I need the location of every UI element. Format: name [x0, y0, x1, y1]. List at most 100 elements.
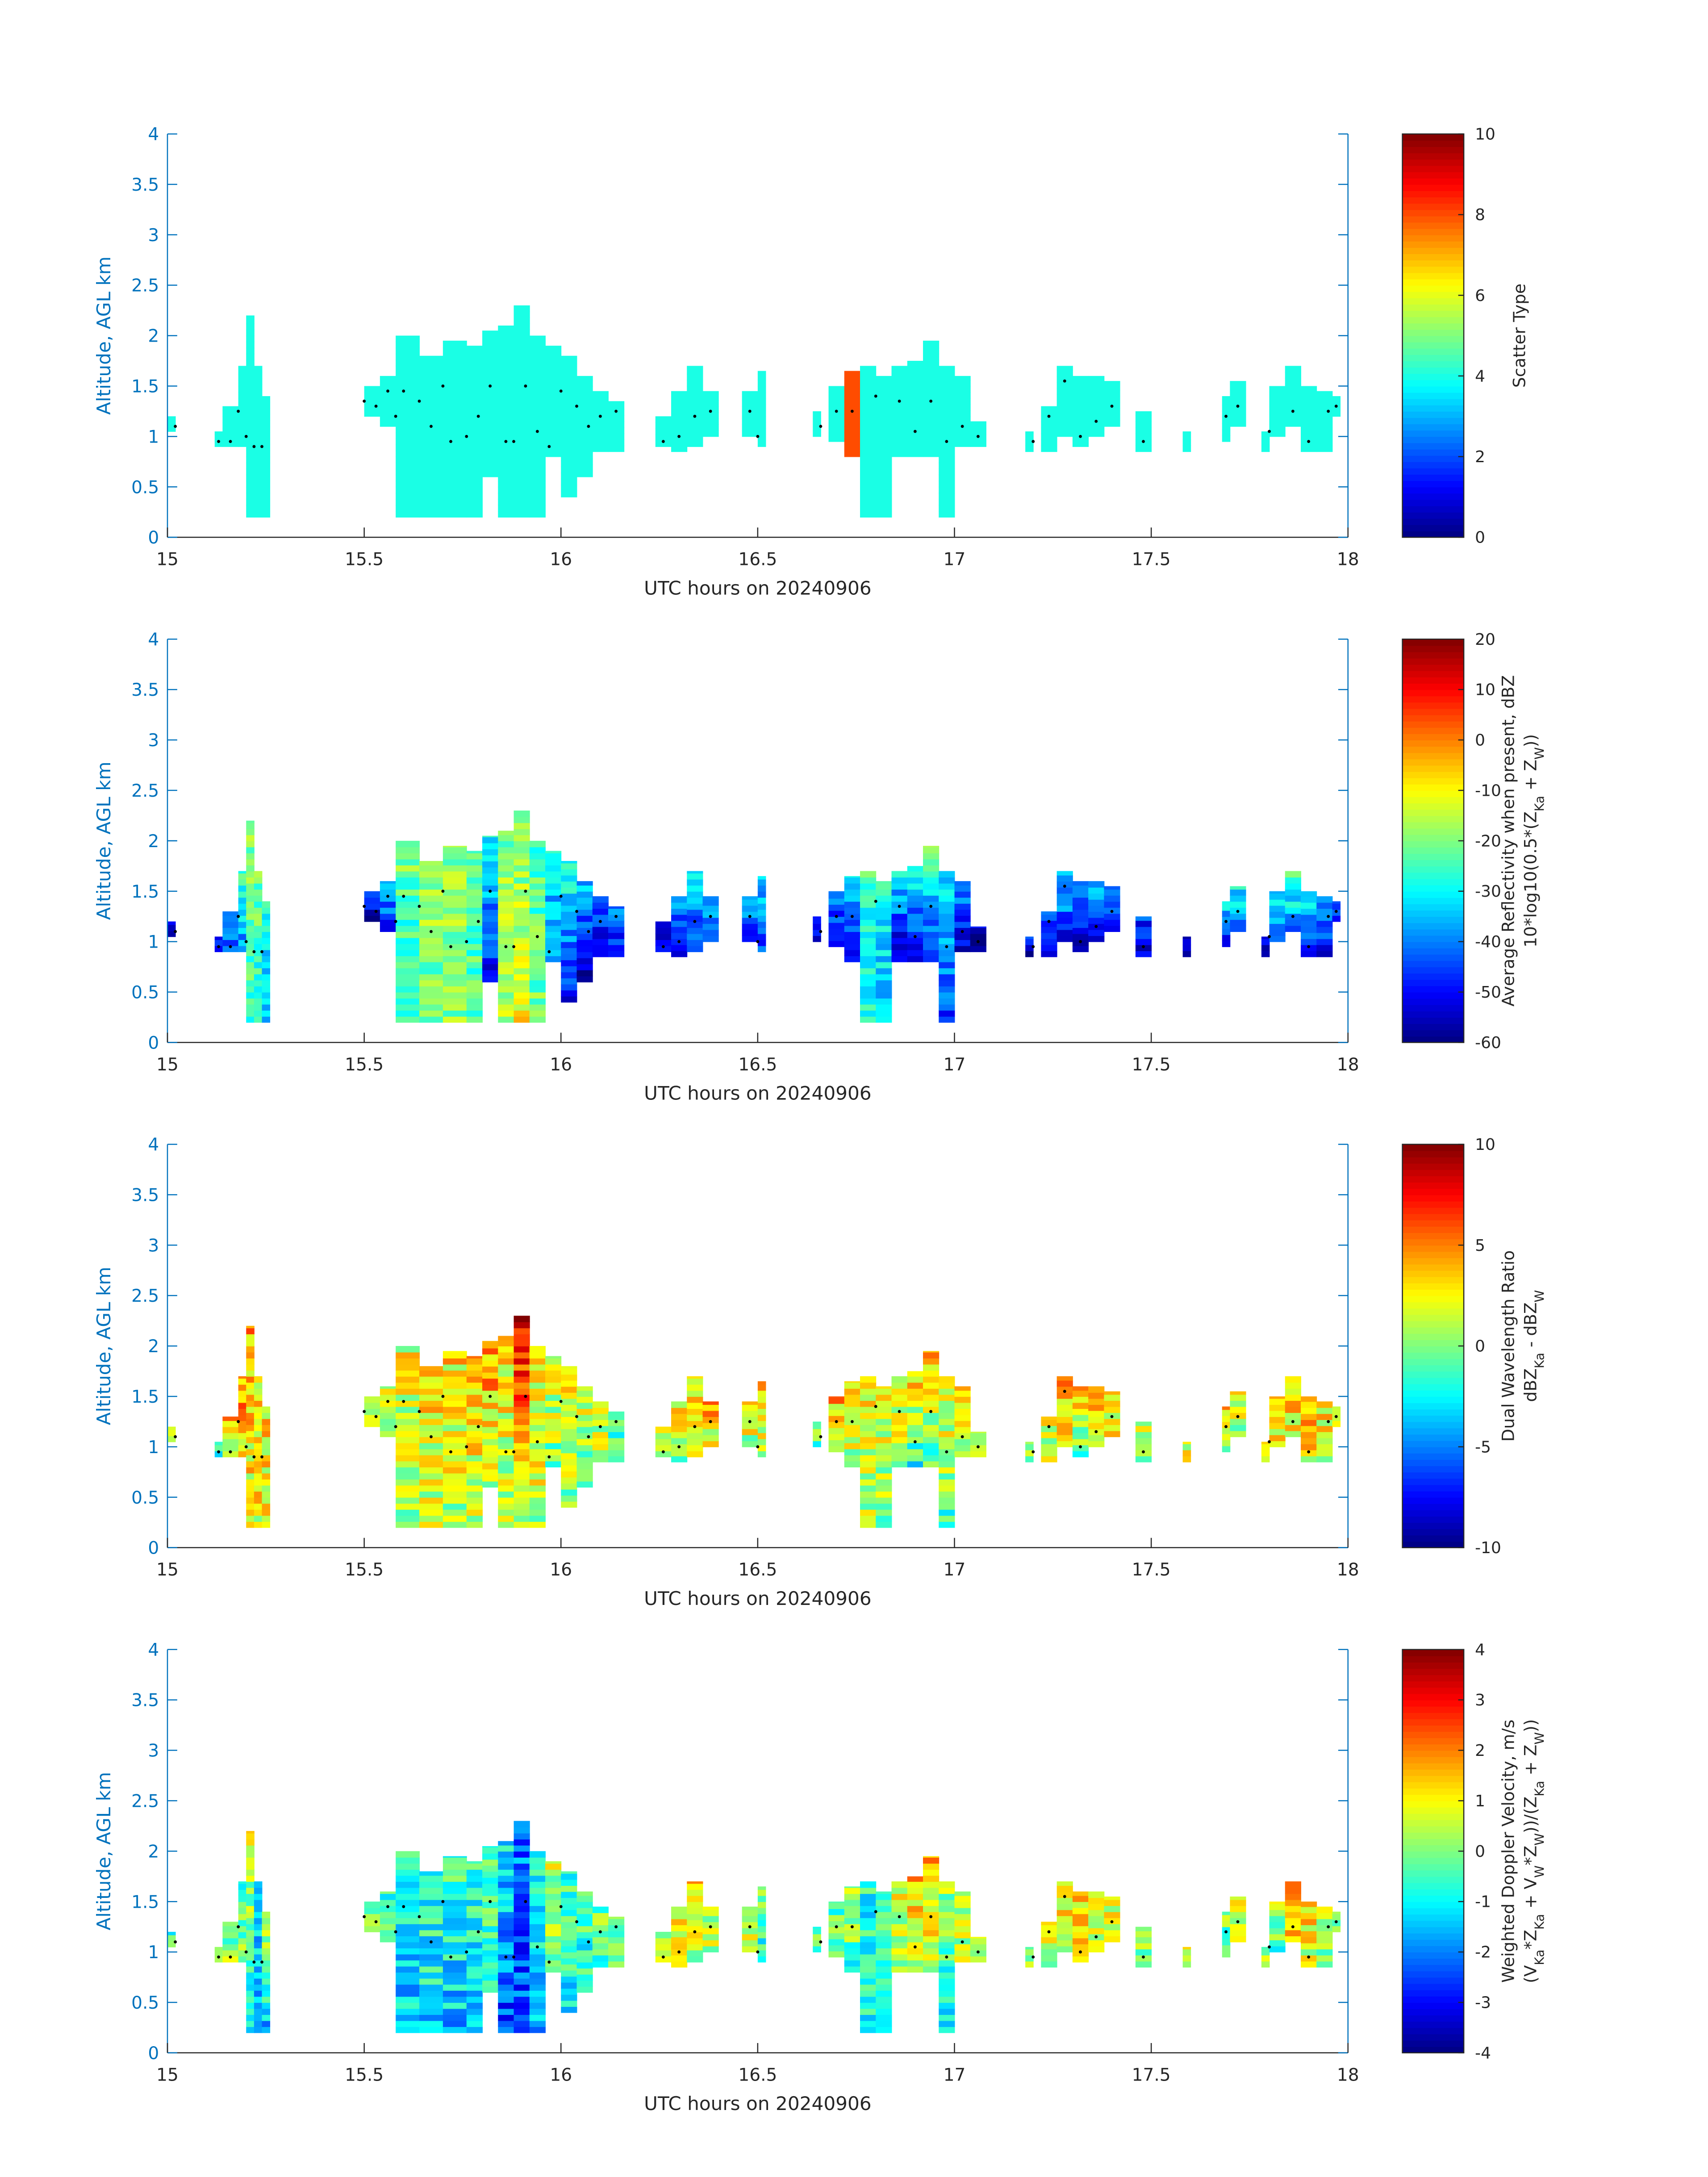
heatmap-cell: [529, 450, 546, 457]
heatmap-cell: [876, 1893, 892, 1900]
heatmap-cell: [757, 1901, 766, 1908]
heatmap-cell: [891, 366, 908, 372]
cloud-base-point: [1291, 409, 1295, 413]
heatmap-cell: [246, 1923, 255, 1930]
heatmap-cell: [498, 907, 514, 914]
heatmap-cell: [561, 1940, 577, 1947]
heatmap-cell: [876, 384, 892, 391]
heatmap-cell: [498, 919, 514, 926]
heatmap-cell: [939, 1923, 955, 1930]
heatmap-cell: [923, 852, 940, 860]
heatmap-cell: [742, 1927, 758, 1935]
heatmap-cell: [545, 359, 562, 367]
cloud-base-point: [1307, 945, 1311, 949]
heatmap-cell: [923, 871, 940, 878]
colorbar-label-line: dBZKa - dBZW: [1521, 1290, 1547, 1402]
heatmap-cell: [545, 851, 562, 853]
heatmap-cell: [1261, 431, 1270, 434]
heatmap-cell: [561, 355, 577, 359]
heatmap-cell: [545, 1869, 562, 1876]
cloud-base-point: [174, 1940, 177, 1943]
heatmap-cell: [1301, 950, 1317, 957]
heatmap-cell: [238, 1926, 247, 1932]
heatmap-cell: [498, 1010, 514, 1017]
heatmap-cell: [466, 414, 483, 421]
heatmap-cell: [939, 475, 955, 481]
heatmap-cell: [1104, 1406, 1120, 1413]
heatmap-cell: [1222, 910, 1231, 917]
heatmap-cell: [482, 921, 499, 928]
heatmap-cell: [576, 410, 593, 417]
heatmap-cell: [1269, 1441, 1286, 1447]
colorbar-swatch: [1402, 1744, 1464, 1751]
heatmap-cell: [396, 1893, 420, 1900]
heatmap-cell: [939, 1388, 955, 1395]
heatmap-cell: [1072, 945, 1089, 953]
heatmap-cell: [238, 940, 247, 946]
heatmap-cell: [742, 923, 758, 930]
y-tick-label: 1.5: [131, 882, 159, 902]
heatmap-cell: [364, 1907, 380, 1914]
heatmap-cell: [396, 1978, 420, 1985]
heatmap-cell: [757, 1402, 766, 1409]
heatmap-cell: [687, 410, 703, 417]
heatmap-cell: [514, 1328, 530, 1334]
heatmap-cell: [396, 468, 420, 476]
heatmap-cell: [687, 879, 703, 886]
heatmap-cell: [514, 2014, 530, 2021]
cloud-base-point: [430, 1940, 433, 1943]
heatmap-cell: [891, 1430, 908, 1437]
heatmap-cell: [529, 475, 546, 481]
heatmap-cell: [545, 925, 562, 932]
heatmap-cell: [939, 372, 955, 379]
colorbar-swatch: [1402, 468, 1464, 475]
heatmap-cell: [844, 372, 860, 379]
heatmap-cell: [1135, 1943, 1152, 1950]
heatmap-cell: [545, 347, 562, 355]
colorbar-swatch: [1402, 866, 1464, 873]
heatmap-cell: [655, 945, 672, 953]
heatmap-cell: [262, 1010, 271, 1017]
colorbar-swatch: [1402, 1030, 1464, 1037]
cloud-base-point: [418, 399, 421, 403]
colorbar-swatch: [1402, 1472, 1464, 1479]
heatmap-cell: [529, 1430, 546, 1437]
heatmap-cell: [246, 1388, 255, 1395]
colorbar-label-line: Scatter Type: [1510, 284, 1529, 388]
heatmap-cell: [380, 881, 397, 884]
heatmap-cell: [687, 891, 703, 898]
heatmap-cell: [214, 440, 223, 447]
heatmap-cell: [443, 505, 467, 512]
heatmap-cell: [498, 426, 514, 433]
heatmap-cell: [545, 432, 562, 439]
colorbar-tick-label: -50: [1475, 983, 1501, 1002]
heatmap-cell: [396, 347, 420, 355]
heatmap-cell: [514, 1833, 530, 1840]
heatmap-cell: [443, 1376, 467, 1383]
heatmap-cell: [1230, 1899, 1246, 1906]
heatmap-cell: [545, 1406, 562, 1413]
heatmap-cell: [396, 1425, 420, 1431]
heatmap-cell: [876, 426, 892, 433]
heatmap-cell: [561, 1952, 577, 1959]
heatmap-cell: [514, 396, 530, 403]
heatmap-cell: [529, 1923, 546, 1930]
heatmap-cell: [860, 961, 877, 969]
heatmap-cell: [1041, 427, 1057, 434]
heatmap-cell: [939, 2027, 955, 2033]
heatmap-cell: [443, 1911, 467, 1918]
heatmap-cell: [1301, 409, 1317, 416]
heatmap-cell: [1316, 445, 1333, 452]
heatmap-cell: [1316, 914, 1333, 921]
heatmap-cell: [876, 1412, 892, 1419]
colorbar-swatch: [1402, 1163, 1464, 1170]
heatmap-cell: [954, 440, 971, 447]
heatmap-cell: [702, 1934, 719, 1940]
heatmap-cell: [262, 925, 271, 932]
colorbar-swatch: [1402, 1169, 1464, 1176]
heatmap-cell: [482, 957, 499, 965]
y-axis-label: Altitude, AGL km: [93, 256, 115, 415]
heatmap-cell: [1269, 424, 1286, 431]
heatmap-cell: [687, 1390, 703, 1397]
heatmap-cell: [222, 915, 239, 922]
